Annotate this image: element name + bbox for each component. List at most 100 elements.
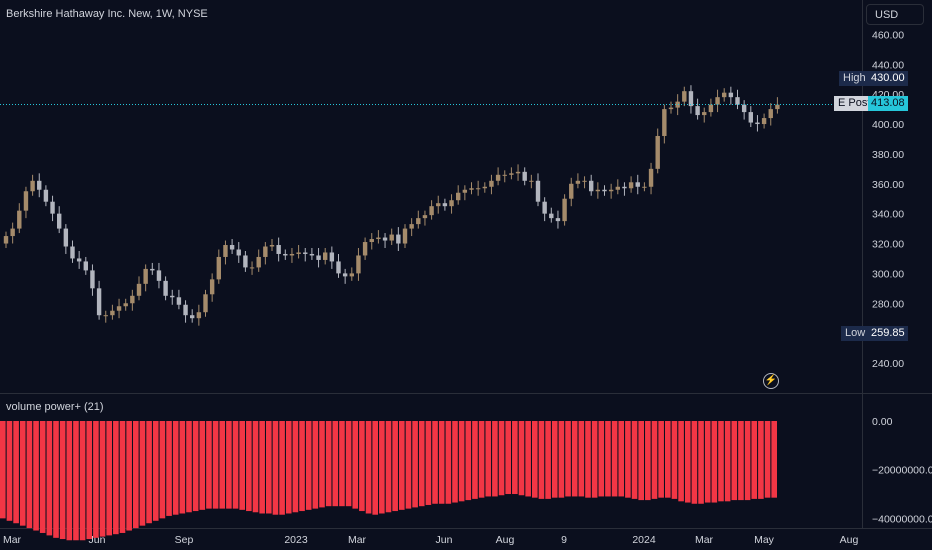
- volume-power-bar: [671, 421, 678, 499]
- volume-power-bar: [645, 421, 651, 501]
- volume-power-bar: [13, 421, 19, 524]
- candle-body: [549, 213, 554, 219]
- candle-body: [269, 245, 275, 247]
- volume-power-bar: [345, 421, 352, 507]
- candle-body: [582, 180, 587, 182]
- candle-body: [436, 203, 441, 207]
- volume-power-bar: [39, 421, 46, 533]
- candle-body: [316, 255, 321, 260]
- volume-power-bar: [738, 421, 744, 501]
- volume-power-bar: [758, 421, 764, 499]
- candle-body: [608, 189, 614, 192]
- volume-power-bar: [66, 421, 73, 541]
- candle-body: [715, 97, 720, 105]
- candle-body: [768, 109, 773, 119]
- volume-power-bar: [718, 421, 724, 502]
- candle-body: [50, 201, 55, 214]
- candle-body: [562, 198, 567, 222]
- candle-body: [635, 182, 640, 187]
- candle-body: [203, 294, 208, 313]
- volume-power-bar: [239, 421, 245, 510]
- candle-body: [170, 295, 175, 298]
- time-tick-label: 9: [561, 534, 567, 546]
- candle-body: [422, 215, 428, 219]
- currency-selector[interactable]: USD: [866, 4, 924, 25]
- volume-power-bar: [292, 421, 299, 513]
- volume-power-bar: [359, 421, 365, 512]
- high-label: High: [839, 71, 870, 86]
- candle-body: [243, 255, 248, 268]
- candle-body: [675, 101, 680, 108]
- candle-body: [176, 297, 182, 305]
- candle-body: [449, 200, 454, 207]
- volume-power-bar: [0, 421, 6, 519]
- candle-body: [502, 174, 507, 176]
- volume-power-bar: [332, 421, 339, 507]
- candle-body: [535, 180, 541, 202]
- post-market-price: 413.08: [868, 96, 908, 111]
- candle-body: [761, 118, 767, 125]
- candle-body: [602, 189, 607, 192]
- volume-power-bar: [598, 421, 605, 497]
- volume-power-bar: [492, 421, 498, 497]
- candle-body: [456, 192, 461, 201]
- candle-body: [722, 92, 727, 98]
- lightning-icon[interactable]: ⚡: [763, 373, 779, 389]
- time-tick-label: Mar: [695, 534, 714, 546]
- candle-body: [3, 236, 9, 244]
- volume-power-bar: [578, 421, 585, 497]
- candle-body: [515, 171, 521, 174]
- volume-power-bar: [711, 421, 718, 503]
- post-market-label: E Post: [834, 96, 875, 111]
- volume-power-bar: [505, 421, 511, 495]
- volume-power-bar: [611, 421, 618, 497]
- candle-body: [349, 273, 354, 277]
- volume-power-bar: [551, 421, 558, 498]
- volume-power-bar: [232, 421, 239, 509]
- volume-power-bar: [199, 421, 206, 510]
- volume-power-bar: [379, 421, 385, 514]
- candle-body: [249, 267, 255, 269]
- candle-body: [416, 218, 421, 225]
- candle-body: [595, 189, 601, 192]
- candle-body: [362, 242, 368, 256]
- volume-power-bar: [498, 421, 505, 496]
- volume-power-bar: [698, 421, 704, 504]
- volume-power-bar: [6, 421, 13, 521]
- candle-body: [615, 186, 620, 190]
- candle-body: [369, 239, 374, 243]
- candle-body: [495, 174, 501, 181]
- volume-power-bar: [325, 421, 332, 507]
- volume-power-bar: [631, 421, 638, 499]
- volume-power-bar: [472, 421, 478, 499]
- volume-power-bar: [532, 421, 538, 498]
- volume-power-bar: [252, 421, 259, 513]
- volume-power-bar: [113, 421, 119, 535]
- candle-body: [10, 228, 15, 237]
- price-tick-label: 380.00: [872, 149, 904, 161]
- volume-power-bar: [119, 421, 126, 533]
- volume-power-bar: [86, 421, 93, 540]
- volume-power-bar: [133, 421, 139, 529]
- volume-power-bar: [206, 421, 212, 509]
- candle-body: [728, 92, 734, 98]
- volume-power-bar: [651, 421, 658, 499]
- candle-body: [263, 246, 268, 257]
- volume-power-bar: [166, 421, 172, 516]
- volume-power-bar: [152, 421, 159, 521]
- volume-power-bar: [139, 421, 146, 526]
- time-tick-label: Aug: [496, 534, 515, 546]
- time-tick-label: May: [754, 534, 775, 546]
- candle-body: [755, 122, 760, 125]
- volume-power-bar: [26, 421, 33, 529]
- candle-body: [469, 188, 474, 190]
- chart-title: Berkshire Hathaway Inc. New, 1W, NYSE: [6, 8, 208, 20]
- volume-power-bar: [571, 421, 578, 497]
- candle-body: [209, 279, 215, 295]
- volume-power-bar: [19, 421, 26, 526]
- volume-power-bar: [93, 421, 99, 538]
- volume-power-bar: [146, 421, 152, 524]
- candle-body: [442, 203, 448, 207]
- volume-power-bar: [53, 421, 59, 538]
